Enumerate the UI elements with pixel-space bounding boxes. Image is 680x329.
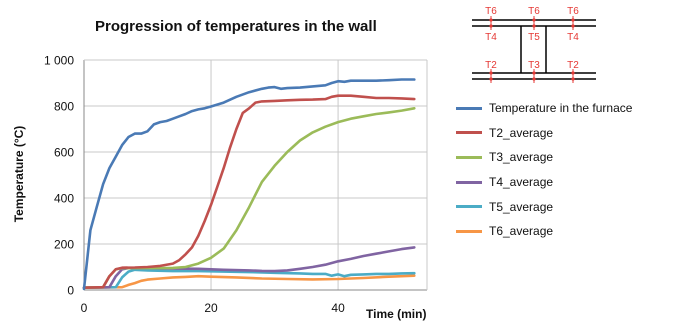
y-tick-label: 200 — [54, 238, 74, 252]
legend-swatch — [456, 180, 482, 184]
y-tick-label: 400 — [54, 192, 74, 206]
legend-label: T4_average — [489, 175, 554, 190]
y-tick-label: 800 — [54, 100, 74, 114]
legend-label: T5_average — [489, 199, 554, 214]
legend-item: Temperature in the furnace — [456, 96, 632, 121]
x-tick-label: 20 — [204, 301, 218, 315]
y-tick-label: 0 — [67, 284, 74, 298]
legend-label: T2_average — [489, 125, 554, 140]
series-line-t6-average — [82, 274, 416, 290]
axes-layer — [83, 59, 428, 291]
legend-label: Temperature in the furnace — [489, 101, 633, 116]
legend-label: T6_average — [489, 224, 554, 239]
legend-swatch — [456, 155, 482, 159]
legend-swatch — [456, 106, 482, 110]
series-line-temperature-in-the-furnace — [82, 78, 416, 291]
y-tick-label: 600 — [54, 146, 74, 160]
legend-item: T2_average — [456, 121, 632, 146]
x-tick-label: 40 — [331, 301, 345, 315]
legend-item: T3_average — [456, 145, 632, 170]
legend-swatch — [456, 131, 482, 135]
legend-label: T3_average — [489, 150, 554, 165]
series-line-t5-average — [82, 268, 416, 290]
legend-swatch — [456, 229, 482, 233]
legend-item: T6_average — [456, 219, 632, 244]
x-tick-label: 0 — [81, 301, 88, 315]
legend-item: T5_average — [456, 194, 632, 219]
grid-layer — [84, 59, 427, 290]
x-axis-label: Time (min) — [366, 307, 427, 321]
legend-item: T4_average — [456, 170, 632, 195]
chart-title: Progression of temperatures in the wall — [95, 18, 377, 35]
y-tick-label: 1 000 — [44, 54, 74, 68]
series-line-t2-average — [82, 94, 416, 290]
ticks-layer: 0 200 400 600 800 1 000 0 20 40 — [44, 54, 345, 316]
chart-legend: Temperature in the furnace T2_average T3_a… — [456, 96, 632, 244]
legend-swatch — [456, 205, 482, 209]
series-layer — [82, 78, 416, 291]
